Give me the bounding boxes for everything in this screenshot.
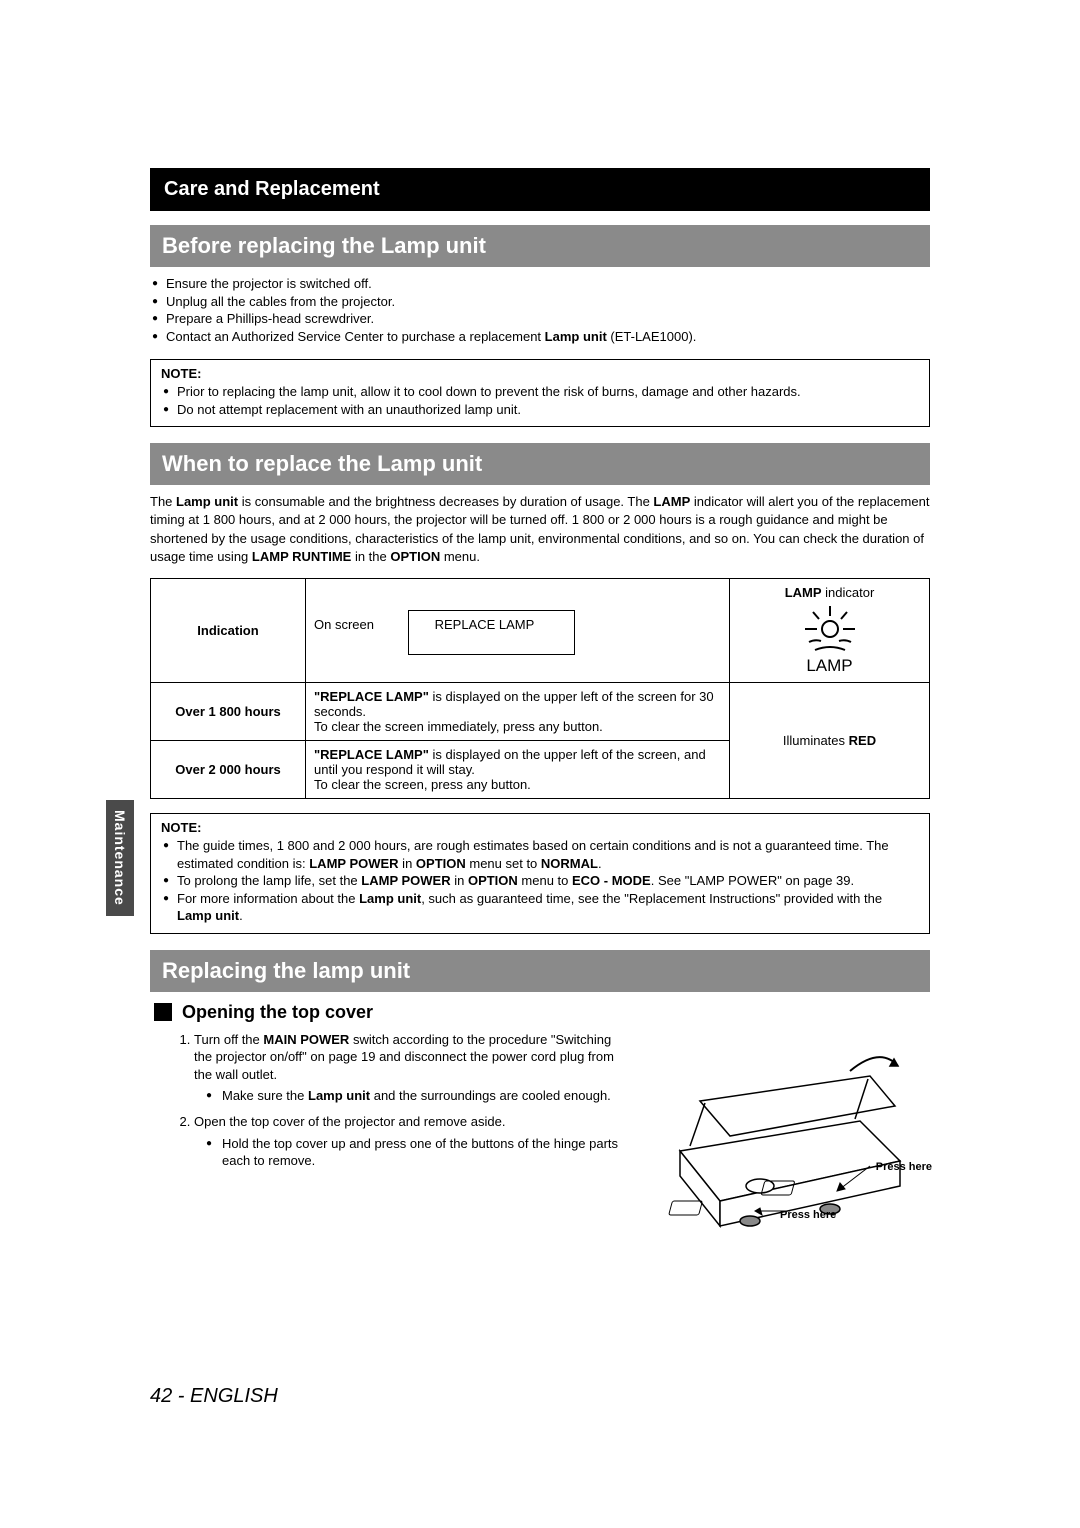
when-paragraph: The Lamp unit is consumable and the brig… — [150, 493, 930, 566]
replace-lamp-box: REPLACE LAMP — [408, 610, 576, 655]
lamp-indicator-label: LAMP indicator — [785, 585, 875, 600]
note-title: NOTE: — [161, 820, 919, 835]
note-item: Do not attempt replacement with an unaut… — [163, 401, 919, 419]
note-box-1: NOTE: Prior to replacing the lamp unit, … — [150, 359, 930, 427]
subsection-marker-icon — [154, 1003, 172, 1021]
before-bullets: Ensure the projector is switched off. Un… — [150, 275, 930, 345]
lamp-table: Indication On screen REPLACE LAMP LAMP i… — [150, 578, 930, 799]
page-title-bar: Care and Replacement — [150, 168, 930, 211]
projector-diagram: Press here Press here — [640, 1031, 930, 1246]
footer-lang: ENGLISH — [190, 1385, 278, 1407]
side-tab-maintenance: Maintenance — [106, 800, 134, 916]
note-title: NOTE: — [161, 366, 919, 381]
bullet-item: Prepare a Phillips-head screwdriver. — [152, 310, 930, 328]
subsection-opening: Opening the top cover — [150, 1002, 930, 1023]
table-row-label: Over 2 000 hours — [151, 741, 306, 799]
step-text: Open the top cover of the projector and … — [194, 1114, 505, 1129]
table-header-onscreen: On screen REPLACE LAMP — [306, 579, 730, 683]
press-here-label-1: Press here — [876, 1161, 932, 1173]
note-item: The guide times, 1 800 and 2 000 hours, … — [163, 837, 919, 872]
table-row-label: Over 1 800 hours — [151, 683, 306, 741]
step-sub: Make sure the Lamp unit and the surround… — [206, 1087, 626, 1105]
table-illuminates: Illuminates RED — [730, 683, 930, 799]
footer-sep: - — [172, 1385, 190, 1407]
bullet-item: Unplug all the cables from the projector… — [152, 293, 930, 311]
note-box-2: NOTE: The guide times, 1 800 and 2 000 h… — [150, 813, 930, 934]
note-item: Prior to replacing the lamp unit, allow … — [163, 383, 919, 401]
lamp-indicator-icon — [795, 604, 865, 654]
note-item: For more information about the Lamp unit… — [163, 890, 919, 925]
note-item: To prolong the lamp life, set the LAMP P… — [163, 872, 919, 890]
step-item: Open the top cover of the projector and … — [194, 1113, 626, 1170]
page-number: 42 — [150, 1385, 172, 1407]
lamp-text: LAMP — [738, 656, 921, 676]
step-text: Turn off the MAIN POWER switch according… — [194, 1032, 614, 1082]
onscreen-label: On screen — [314, 617, 374, 632]
bullet-item: Contact an Authorized Service Center to … — [152, 328, 930, 346]
section-heading-replacing: Replacing the lamp unit — [150, 950, 930, 992]
page-footer: 42 - ENGLISH — [150, 1385, 278, 1408]
table-row-text: "REPLACE LAMP" is displayed on the upper… — [306, 741, 730, 799]
section-heading-when: When to replace the Lamp unit — [150, 443, 930, 485]
table-header-lamp-indicator: LAMP indicator LAMP — [730, 579, 930, 683]
subsection-title: Opening the top cover — [182, 1002, 373, 1023]
step-item: Turn off the MAIN POWER switch according… — [194, 1031, 626, 1105]
bullet-item: Ensure the projector is switched off. — [152, 275, 930, 293]
table-header-indication: Indication — [151, 579, 306, 683]
press-here-label-2: Press here — [780, 1209, 836, 1221]
table-row-text: "REPLACE LAMP" is displayed on the upper… — [306, 683, 730, 741]
section-heading-before: Before replacing the Lamp unit — [150, 225, 930, 267]
steps-list: Turn off the MAIN POWER switch according… — [150, 1031, 626, 1170]
step-sub: Hold the top cover up and press one of t… — [206, 1135, 626, 1170]
